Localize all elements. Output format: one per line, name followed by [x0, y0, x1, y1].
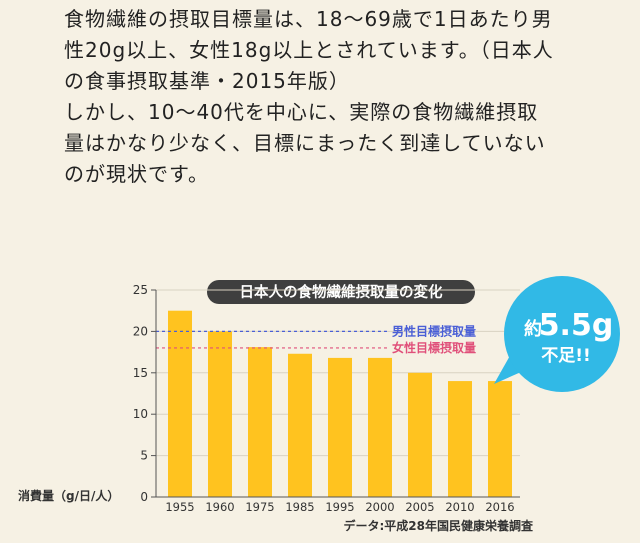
x-tick-label: 1985	[285, 500, 314, 514]
reference-line-label: 男性目標摂取量	[392, 323, 476, 338]
x-tick-label: 1975	[245, 500, 274, 514]
y-tick-label: 10	[133, 407, 148, 421]
bar-1985	[288, 353, 312, 497]
text-line: 量はかなり少なく、目標にまったく到達していない	[64, 131, 546, 155]
callout-value: 5.5g	[539, 308, 614, 343]
y-tick-label: 0	[140, 490, 148, 504]
callout-prefix: 約	[524, 318, 542, 340]
reference-line-label: 女性目標摂取量	[392, 340, 476, 355]
x-tick-label: 2010	[445, 500, 474, 514]
shortage-callout: 約 5.5g 不足!!	[494, 276, 620, 392]
description-paragraph: 食物繊維の摂取目標量は、18～69歳で1日あたり男 性20g以上、女性18g以上…	[64, 4, 624, 190]
bar-1995	[328, 357, 352, 497]
chart-title-background	[207, 280, 475, 304]
bar-1960	[208, 331, 232, 497]
bar-1955	[168, 310, 192, 497]
x-tick-label: 2005	[405, 500, 434, 514]
y-tick-label: 15	[133, 366, 148, 380]
bar-2000	[368, 357, 392, 497]
callout-suffix: 不足!!	[541, 346, 591, 366]
x-tick-label: 1960	[205, 500, 234, 514]
callout-circle	[504, 276, 620, 392]
bar-2005	[408, 372, 432, 497]
bar-2016	[488, 381, 512, 497]
y-tick-label: 20	[133, 324, 148, 338]
y-tick-label: 25	[133, 283, 148, 297]
x-tick-label: 2000	[365, 500, 394, 514]
chart-title: 日本人の食物繊維摂取量の変化	[240, 283, 443, 301]
x-tick-label: 2016	[485, 500, 514, 514]
bar-1975	[248, 347, 272, 497]
x-tick-label: 1955	[165, 500, 194, 514]
text-line: の食事摂取基準・2015年版）	[64, 69, 350, 93]
text-line: 性20g以上、女性18g以上とされています。（日本人	[64, 38, 554, 62]
data-source: データ:平成28年国民健康栄養調査	[344, 518, 534, 533]
bar-2010	[448, 381, 472, 497]
text-line: のが現状です。	[64, 162, 209, 186]
x-tick-label: 1995	[325, 500, 354, 514]
text-line: しかし、10～40代を中心に、実際の食物繊維摂取	[64, 100, 539, 124]
y-axis-label: 消費量（g/日/人）	[18, 488, 119, 503]
y-tick-label: 5	[140, 449, 148, 463]
text-line: 食物繊維の摂取目標量は、18～69歳で1日あたり男	[64, 7, 553, 31]
